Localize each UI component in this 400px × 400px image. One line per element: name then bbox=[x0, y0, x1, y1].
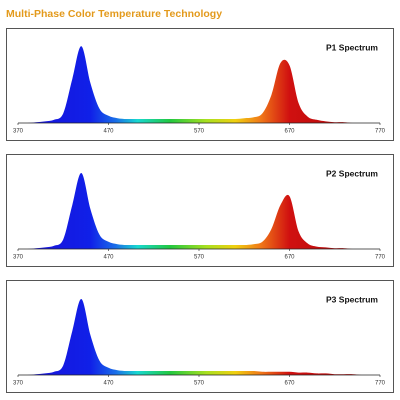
spectrum-area bbox=[18, 46, 380, 123]
x-tick-label: 370 bbox=[13, 129, 24, 135]
x-tick-label: 670 bbox=[284, 381, 295, 387]
x-tick-label: 470 bbox=[103, 129, 114, 135]
panel-title: P2 Spectrum bbox=[326, 168, 378, 178]
x-tick-label: 670 bbox=[284, 129, 295, 135]
x-tick-label: 370 bbox=[13, 381, 24, 387]
x-tick-label: 570 bbox=[194, 129, 205, 135]
x-tick-label: 570 bbox=[194, 381, 205, 387]
spectrum-area bbox=[18, 172, 380, 249]
x-tick-label: 570 bbox=[194, 255, 205, 261]
page-title: Multi-Phase Color Temperature Technology bbox=[6, 8, 222, 20]
panel-title: P3 Spectrum bbox=[326, 294, 378, 304]
x-tick-label: 770 bbox=[375, 129, 386, 135]
x-tick-label: 670 bbox=[284, 255, 295, 261]
x-tick-label: 370 bbox=[13, 255, 24, 261]
x-tick-label: 470 bbox=[103, 381, 114, 387]
x-tick-label: 470 bbox=[103, 255, 114, 261]
x-tick-label: 770 bbox=[375, 381, 386, 387]
spectrum-area bbox=[18, 298, 380, 375]
panel-title: P1 Spectrum bbox=[326, 42, 378, 52]
x-tick-label: 770 bbox=[375, 255, 386, 261]
